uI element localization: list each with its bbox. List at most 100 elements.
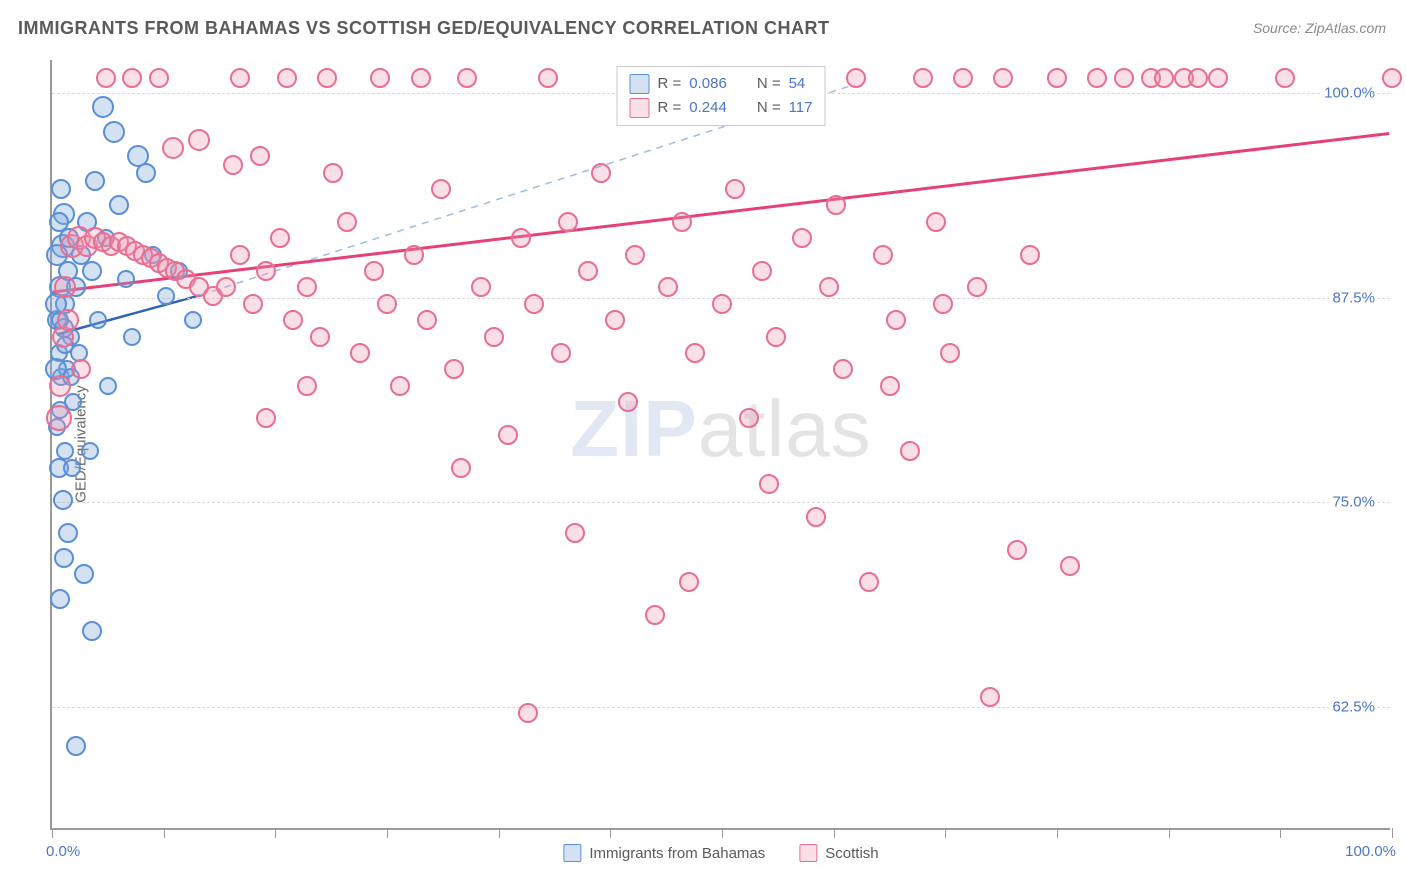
data-point xyxy=(188,129,210,151)
data-point xyxy=(216,277,236,297)
data-point xyxy=(96,68,116,88)
data-point xyxy=(457,68,477,88)
legend-label-1: Scottish xyxy=(825,845,878,862)
data-point xyxy=(498,425,518,445)
data-point xyxy=(826,195,846,215)
data-point xyxy=(58,523,78,543)
chart-title: IMMIGRANTS FROM BAHAMAS VS SCOTTISH GED/… xyxy=(18,18,830,39)
data-point xyxy=(82,621,102,641)
data-point xyxy=(444,359,464,379)
data-point xyxy=(431,179,451,199)
data-point xyxy=(471,277,491,297)
data-point xyxy=(900,441,920,461)
data-point xyxy=(980,687,1000,707)
x-tick xyxy=(275,828,276,838)
data-point xyxy=(739,408,759,428)
x-axis-max-label: 100.0% xyxy=(1345,843,1396,860)
data-point xyxy=(370,68,390,88)
data-point xyxy=(1020,245,1040,265)
data-point xyxy=(230,245,250,265)
data-point xyxy=(672,212,692,232)
data-point xyxy=(618,392,638,412)
scatter-plot-area: GED/Equivalency ZIPatlas R = 0.086 N = 5… xyxy=(50,60,1390,830)
data-point xyxy=(230,68,250,88)
data-point xyxy=(933,294,953,314)
data-point xyxy=(323,163,343,183)
x-tick xyxy=(722,828,723,838)
legend-item-1: Scottish xyxy=(799,844,878,862)
data-point xyxy=(1007,540,1027,560)
data-point xyxy=(940,343,960,363)
data-point xyxy=(558,212,578,232)
data-point xyxy=(591,163,611,183)
data-point xyxy=(74,564,94,584)
data-point xyxy=(50,589,70,609)
data-point xyxy=(54,276,76,298)
data-point xyxy=(157,287,175,305)
data-point xyxy=(792,228,812,248)
data-point xyxy=(162,137,184,159)
x-tick xyxy=(1280,828,1281,838)
data-point xyxy=(1087,68,1107,88)
data-point xyxy=(1208,68,1228,88)
data-point xyxy=(1275,68,1295,88)
data-point xyxy=(99,377,117,395)
data-point xyxy=(886,310,906,330)
source-label: Source: xyxy=(1253,20,1301,36)
data-point xyxy=(89,311,107,329)
correlation-stats-box: R = 0.086 N = 54 R = 0.244 N = 117 xyxy=(617,66,826,126)
data-point xyxy=(49,375,71,397)
stats-r-value-1: 0.244 xyxy=(689,96,727,120)
data-point xyxy=(56,442,74,460)
data-point xyxy=(85,171,105,191)
x-tick xyxy=(945,828,946,838)
data-point xyxy=(243,294,263,314)
data-point xyxy=(92,96,114,118)
x-tick xyxy=(834,828,835,838)
watermark-right: atlas xyxy=(698,384,872,473)
data-point xyxy=(679,572,699,592)
data-point xyxy=(277,68,297,88)
data-point xyxy=(1114,68,1134,88)
data-point xyxy=(117,270,135,288)
data-point xyxy=(645,605,665,625)
gridline-h xyxy=(52,707,1390,708)
data-point xyxy=(518,703,538,723)
y-tick-label: 75.0% xyxy=(1329,494,1378,511)
data-point xyxy=(685,343,705,363)
data-point xyxy=(109,195,129,215)
x-tick xyxy=(499,828,500,838)
source-attribution: Source: ZipAtlas.com xyxy=(1253,20,1386,36)
stats-n-label: N = xyxy=(757,96,781,120)
x-tick xyxy=(1169,828,1170,838)
data-point xyxy=(759,474,779,494)
data-point xyxy=(184,311,202,329)
stats-swatch-series-1 xyxy=(630,98,650,118)
data-point xyxy=(873,245,893,265)
x-tick xyxy=(1392,828,1393,838)
data-point xyxy=(297,376,317,396)
data-point xyxy=(913,68,933,88)
legend-item-0: Immigrants from Bahamas xyxy=(563,844,765,862)
data-point xyxy=(54,548,74,568)
data-point xyxy=(51,179,71,199)
data-point xyxy=(417,310,437,330)
data-point xyxy=(819,277,839,297)
data-point xyxy=(46,405,72,431)
data-point xyxy=(63,459,81,477)
data-point xyxy=(53,490,73,510)
data-point xyxy=(712,294,732,314)
stats-row-series-0: R = 0.086 N = 54 xyxy=(630,72,813,96)
data-point xyxy=(390,376,410,396)
x-tick xyxy=(52,828,53,838)
data-point xyxy=(725,179,745,199)
data-point xyxy=(752,261,772,281)
data-point xyxy=(953,68,973,88)
data-point xyxy=(404,245,424,265)
stats-n-label: N = xyxy=(757,72,781,96)
x-tick xyxy=(610,828,611,838)
data-point xyxy=(377,294,397,314)
data-point xyxy=(136,163,156,183)
data-point xyxy=(1188,68,1208,88)
data-point xyxy=(149,68,169,88)
